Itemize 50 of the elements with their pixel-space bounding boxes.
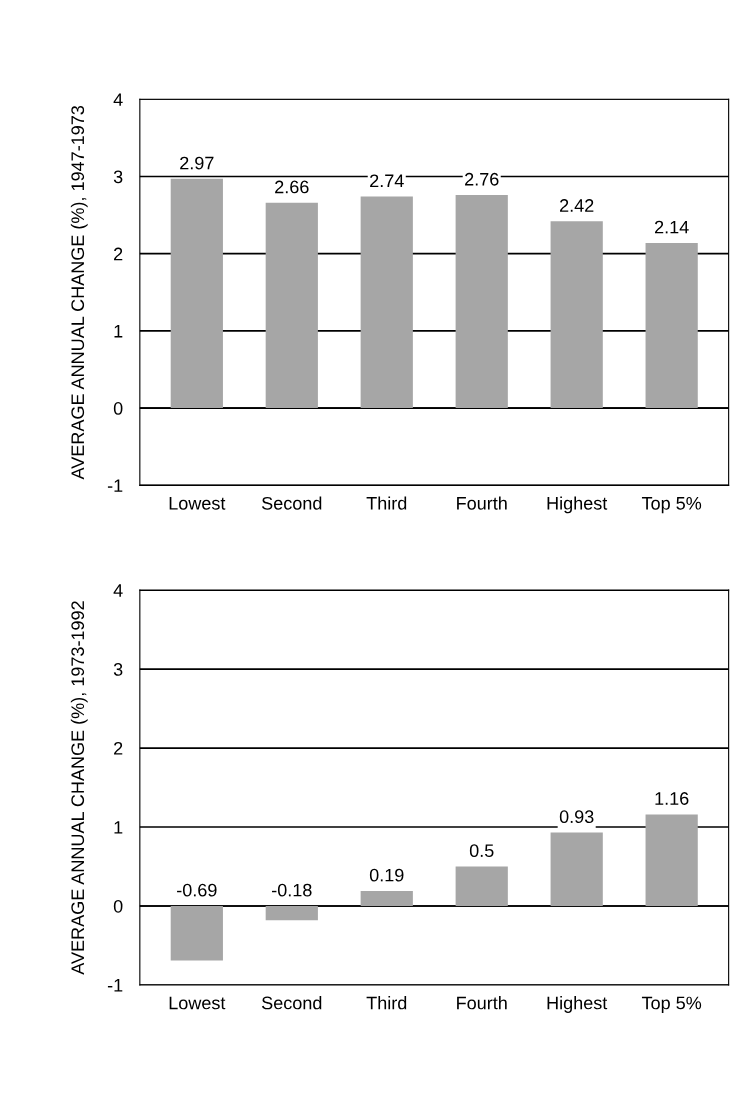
x-tick-label: Top 5% <box>641 996 702 1013</box>
bar <box>455 866 508 906</box>
bar <box>360 196 413 409</box>
data-label: 2.42 <box>560 199 594 212</box>
x-tick-label: Lowest <box>169 497 226 510</box>
y-tick-label: 2 <box>114 247 123 261</box>
data-label: 2.76 <box>465 172 499 186</box>
bar <box>455 195 508 409</box>
y-axis-title: AVERAGE ANNUAL CHANGE (%), 1947-1973 <box>70 105 88 480</box>
y-tick-label: -1 <box>107 479 123 492</box>
x-tick-label: Fourth <box>457 496 507 510</box>
data-label: 2.14 <box>655 220 689 234</box>
bar <box>550 832 603 906</box>
bar <box>550 221 603 409</box>
x-tick-label: Fourth <box>457 996 507 1010</box>
bar <box>645 242 698 409</box>
bar <box>265 906 318 921</box>
bar <box>265 202 318 409</box>
x-tick-label: Highest <box>547 996 608 1013</box>
data-label: -0.69 <box>177 883 217 897</box>
data-label: -0.18 <box>272 883 312 897</box>
y-tick-label: 4 <box>113 584 123 597</box>
bar <box>170 178 223 409</box>
y-tick-label: -1 <box>107 979 123 992</box>
x-tick-label: Top 5% <box>641 496 702 514</box>
data-label: 2.74 <box>370 174 404 188</box>
data-label: 2.66 <box>275 180 309 194</box>
data-label: 0.19 <box>369 868 404 882</box>
y-tick-label: 1 <box>114 821 123 834</box>
data-label: 1.16 <box>655 792 689 805</box>
x-tick-label: Lowest <box>169 996 226 1010</box>
bar <box>170 906 223 961</box>
data-label: 0.5 <box>469 844 494 858</box>
bar <box>360 891 413 906</box>
x-tick-label: Second <box>261 496 322 510</box>
data-label: 0.93 <box>559 810 594 824</box>
y-axis-title: AVERAGE ANNUAL CHANGE (%), 1973-1992 <box>70 601 88 975</box>
y-tick-label: 0 <box>113 402 123 415</box>
y-tick-label: 3 <box>113 663 123 676</box>
bar <box>645 814 698 906</box>
x-tick-label: Second <box>261 996 322 1010</box>
y-tick-label: 1 <box>114 325 123 338</box>
y-tick-label: 0 <box>113 899 123 913</box>
x-tick-label: Third <box>366 496 407 510</box>
data-label: 2.97 <box>180 156 214 170</box>
x-tick-label: Third <box>366 996 407 1010</box>
y-tick-label: 4 <box>113 93 123 106</box>
y-tick-label: 3 <box>113 170 123 184</box>
y-tick-label: 2 <box>114 741 123 755</box>
x-tick-label: Highest <box>547 496 608 514</box>
